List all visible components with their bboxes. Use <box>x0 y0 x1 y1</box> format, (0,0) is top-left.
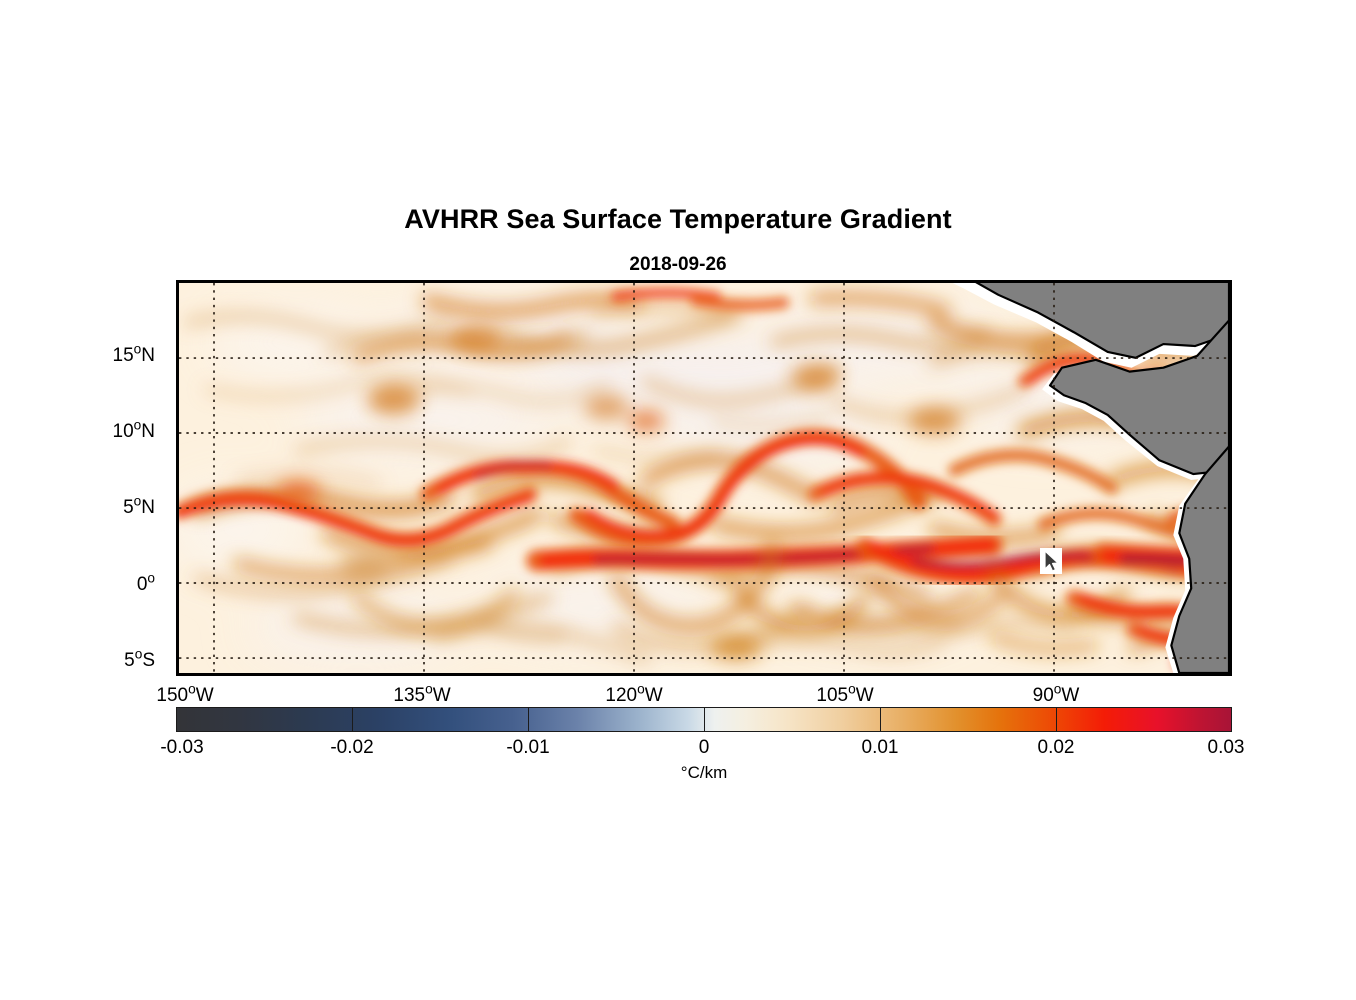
colorbar-tick-0 <box>704 707 705 732</box>
x-tick-label-90W: 90oW <box>1032 681 1080 706</box>
x-tick-label-150W: 150oW <box>156 681 214 706</box>
x-tick-top-120W <box>637 280 640 283</box>
colorbar-tick--0.01 <box>528 707 529 732</box>
x-tick-120W <box>637 673 640 676</box>
y-tick-0 <box>176 588 179 591</box>
y-tick-15N <box>176 359 179 362</box>
y-tick-5N <box>176 511 179 514</box>
map-axes[interactable] <box>176 280 1232 676</box>
x-tick-label-135W: 135oW <box>393 681 451 706</box>
x-tick-top-105W <box>848 280 851 283</box>
colorbar-tick-0.02 <box>1056 707 1057 732</box>
y-tick-label-10N: 10oN <box>112 417 155 442</box>
sst-gradient-heatmap <box>179 283 1229 673</box>
y-tick-label-5N: 5oN <box>123 493 155 518</box>
y-tick-label-5S: 5oS <box>124 646 155 671</box>
colorbar-tick--0.02 <box>352 707 353 732</box>
colorbar-label-0: 0 <box>698 737 710 758</box>
colorbar-label--0.01: -0.01 <box>506 737 550 758</box>
y-tick-5S <box>176 664 179 667</box>
colorbar-tick-0.01 <box>880 707 881 732</box>
y-tick-label-15N: 15oN <box>112 341 155 366</box>
colorbar-label--0.02: -0.02 <box>330 737 374 758</box>
figure-subtitle: 2018-09-26 <box>629 254 727 275</box>
x-tick-135W <box>425 673 428 676</box>
x-tick-105W <box>848 673 851 676</box>
colorbar-unit-label: °C/km <box>680 763 728 782</box>
y-tick-label-0: 0o <box>136 570 155 595</box>
x-tick-90W <box>1059 673 1062 676</box>
x-tick-label-120W: 120oW <box>605 681 663 706</box>
colorbar-label-0.03: 0.03 <box>1207 737 1245 758</box>
y-tick-10N <box>176 435 179 438</box>
x-tick-top-90W <box>1059 280 1062 283</box>
colorbar[interactable]: -0.03 -0.02 -0.01 0 0.01 0.02 0.03 °C/km <box>160 707 1244 782</box>
x-tick-label-105W: 105oW <box>816 681 874 706</box>
colorbar-label-0.01: 0.01 <box>861 737 899 758</box>
figure-title: AVHRR Sea Surface Temperature Gradient <box>404 204 952 234</box>
x-tick-top-135W <box>425 280 428 283</box>
colorbar-label-0.02: 0.02 <box>1037 737 1075 758</box>
colorbar-label--0.03: -0.03 <box>160 737 204 758</box>
x-tick-150W <box>214 673 217 676</box>
x-tick-top-150W <box>214 280 217 283</box>
